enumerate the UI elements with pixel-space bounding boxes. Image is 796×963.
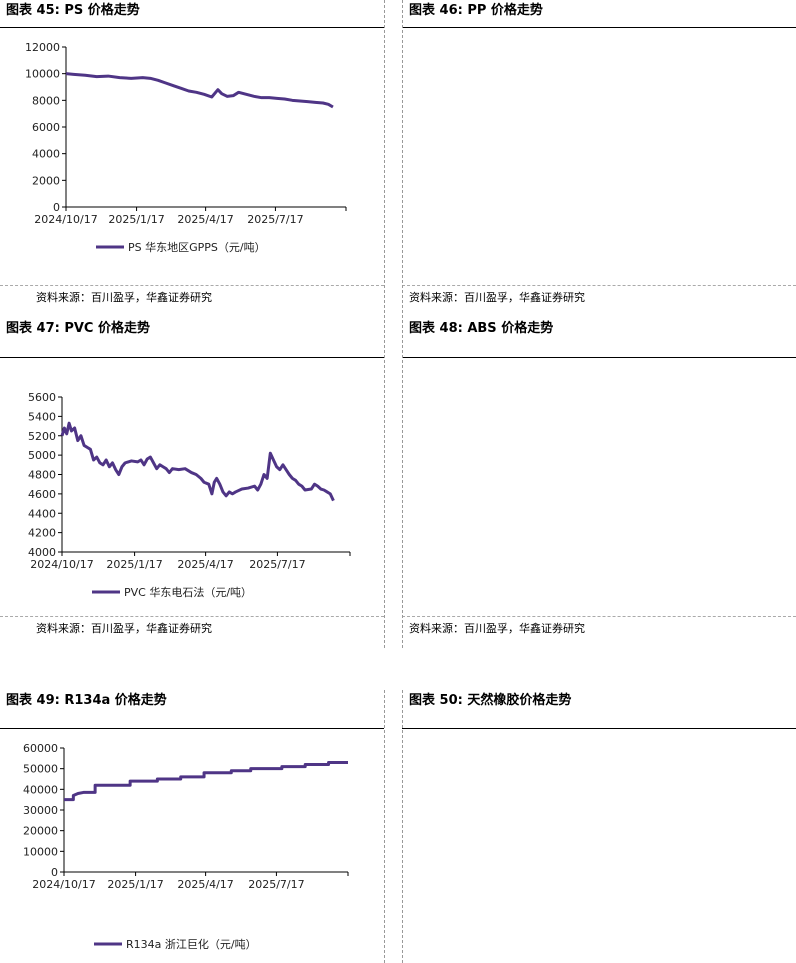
y-tick-label: 4200 bbox=[28, 527, 56, 540]
chart-source: 资料来源：百川盈孚，华鑫证券研究 bbox=[36, 291, 212, 304]
y-tick-label: 5400 bbox=[28, 410, 56, 423]
x-tick-label: 2025/1/17 bbox=[107, 878, 163, 891]
x-tick-label: 2025/7/17 bbox=[247, 213, 303, 226]
source-divider bbox=[0, 616, 384, 617]
y-tick-label: 4400 bbox=[28, 507, 56, 520]
y-tick-label: 10000 bbox=[23, 845, 58, 858]
y-tick-label: 4800 bbox=[28, 469, 56, 482]
chart-source: 资料来源：百川盈孚，华鑫证券研究 bbox=[409, 622, 585, 635]
y-tick-label: 10000 bbox=[25, 68, 60, 81]
chart-title: 图表 49: R134a 价格走势 bbox=[6, 693, 167, 708]
chart-panel-r134a: 图表 49: R134a 价格走势 0 10000 20000 30000 40000 5… bbox=[0, 690, 384, 963]
x-tick-label: 2024/10/17 bbox=[34, 213, 97, 226]
y-tick-label: 40000 bbox=[23, 783, 58, 796]
chart-title: 图表 45: PS 价格走势 bbox=[6, 3, 140, 18]
y-tick-label: 60000 bbox=[23, 742, 58, 755]
y-tick-label: 5600 bbox=[28, 391, 56, 404]
y-tick-label: 30000 bbox=[23, 804, 58, 817]
chart-panel-ps: 图表 45: PS 价格走势 0 2000 4000 6000 8000 10000 120… bbox=[0, 0, 384, 316]
title-divider bbox=[402, 728, 796, 729]
legend-label: PS 华东地区GPPS（元/吨） bbox=[128, 240, 266, 254]
x-tick-label: 2025/1/17 bbox=[108, 213, 164, 226]
legend-label: PVC 华东电石法（元/吨） bbox=[124, 585, 252, 599]
x-tick-label: 2024/10/17 bbox=[30, 558, 93, 571]
column-separator bbox=[384, 0, 385, 648]
x-tick-label: 2025/7/17 bbox=[248, 878, 304, 891]
title-divider bbox=[0, 27, 384, 28]
y-tick-label: 20000 bbox=[23, 825, 58, 838]
y-tick-label: 8000 bbox=[32, 94, 60, 107]
column-separator bbox=[402, 690, 403, 963]
y-tick-label: 4000 bbox=[32, 148, 60, 161]
x-tick-label: 2025/7/17 bbox=[249, 558, 305, 571]
chart-panel-pp: 图表 46: PP 价格走势 75080085090095010002024/1… bbox=[402, 0, 796, 316]
x-tick-label: 2025/4/17 bbox=[177, 558, 233, 571]
x-tick-label: 2025/4/17 bbox=[177, 878, 233, 891]
y-tick-label: 4600 bbox=[28, 488, 56, 501]
chart-panel-pvc: 图表 47: PVC 价格走势 4000 4200 4400 4600 4800 5000… bbox=[0, 318, 384, 648]
source-divider bbox=[0, 285, 384, 286]
y-tick-label: 5000 bbox=[28, 449, 56, 462]
series-line bbox=[60, 421, 335, 502]
column-separator bbox=[384, 690, 385, 963]
chart-source: 资料来源：百川盈孚，华鑫证券研究 bbox=[409, 291, 585, 304]
chart-panel-natural-rubber: 图表 50: 天然橡胶价格走势 050001000015000200002024… bbox=[402, 690, 796, 963]
y-tick-label: 6000 bbox=[32, 121, 60, 134]
title-divider bbox=[402, 27, 796, 28]
series-line bbox=[64, 760, 348, 802]
title-divider bbox=[0, 357, 384, 358]
r134a-price-chart: 0 10000 20000 30000 40000 50000 60000 2024/10/1… bbox=[23, 742, 349, 951]
chart-title: 图表 47: PVC 价格走势 bbox=[6, 321, 150, 336]
chart-source: 资料来源：百川盈孚，华鑫证券研究 bbox=[36, 622, 212, 635]
x-tick-label: 2024/10/17 bbox=[32, 878, 95, 891]
y-tick-label: 50000 bbox=[23, 763, 58, 776]
title-divider bbox=[0, 728, 384, 729]
column-separator bbox=[402, 0, 403, 648]
chart-panel-abs: 图表 48: ABS 价格走势 020004000600080001000012… bbox=[402, 318, 796, 648]
pp-price-chart: 75080085090095010002024/10/172025/1/1720… bbox=[402, 30, 796, 288]
series-line bbox=[65, 72, 334, 109]
x-tick-label: 2025/1/17 bbox=[106, 558, 162, 571]
y-tick-label: 5200 bbox=[28, 430, 56, 443]
title-divider bbox=[402, 357, 796, 358]
y-tick-label: 0 bbox=[51, 866, 58, 879]
chart-title: 图表 46: PP 价格走势 bbox=[409, 3, 543, 18]
x-tick-label: 2025/4/17 bbox=[177, 213, 233, 226]
y-tick-label: 2000 bbox=[32, 174, 60, 187]
legend-label: R134a 浙江巨化（元/吨） bbox=[126, 937, 257, 951]
source-divider bbox=[402, 616, 796, 617]
chart-title: 图表 50: 天然橡胶价格走势 bbox=[409, 693, 572, 708]
y-tick-label: 12000 bbox=[25, 41, 60, 54]
source-divider bbox=[402, 285, 796, 286]
ps-price-chart: 0 2000 4000 6000 8000 10000 12000 2024/10/17 202… bbox=[25, 41, 347, 254]
y-tick-label: 4000 bbox=[28, 546, 56, 559]
natural-rubber-price-chart: 050001000015000200002024/10/172025/1/172… bbox=[402, 731, 796, 963]
chart-title: 图表 48: ABS 价格走势 bbox=[409, 321, 554, 336]
abs-price-chart: 0200040006000800010000120002024/10/17202… bbox=[402, 362, 796, 630]
pvc-price-chart: 4000 4200 4400 4600 4800 5000 5200 5400 5600 2024… bbox=[28, 391, 351, 599]
y-tick-label: 0 bbox=[53, 201, 60, 214]
